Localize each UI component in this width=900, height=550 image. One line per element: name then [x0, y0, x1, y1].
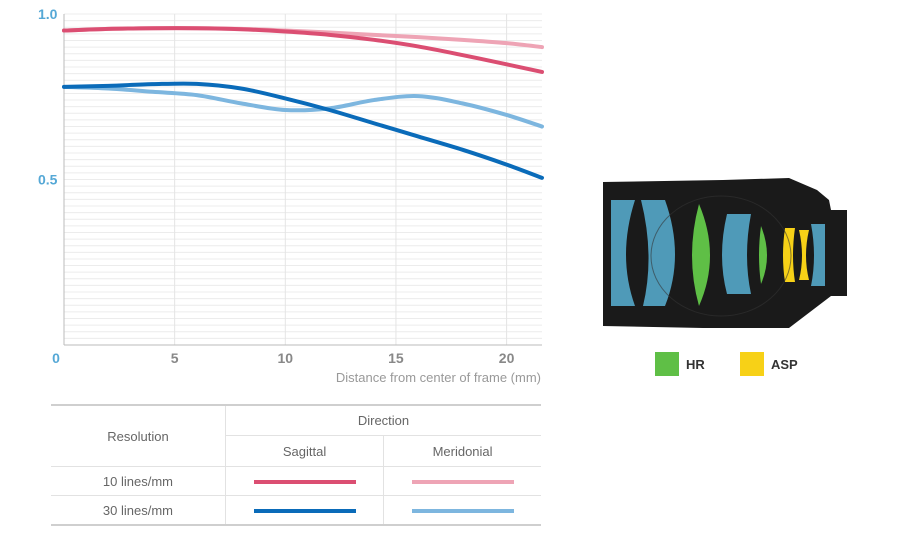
meridional-10-swatch — [411, 480, 514, 485]
hr-label: HR — [686, 357, 705, 372]
x-tick-label: 5 — [171, 350, 179, 366]
lens-element-1 — [611, 200, 635, 306]
lens-element-hr — [692, 204, 710, 306]
sagittal-30-swatch — [253, 509, 356, 514]
chart-axes — [63, 14, 542, 346]
chart-series — [62, 26, 544, 180]
legend-row-label: 30 lines/mm — [51, 495, 226, 525]
legend-row-10: 10 lines/mm — [51, 466, 541, 496]
asp-swatch — [740, 352, 764, 376]
legend-table: Resolution Direction Sagittal Meridonial… — [51, 404, 541, 526]
legend-row-30: 30 lines/mm — [51, 495, 541, 525]
x-tick-label: 10 — [278, 350, 294, 366]
lens-element-3 — [722, 214, 751, 294]
x-axis-label: Distance from center of frame (mm) — [336, 370, 541, 385]
mtf-chart: 0 5 10 15 20 0.5 1.0 Distance from center of f… — [38, 6, 544, 385]
y-tick-label: 1.0 — [38, 6, 58, 22]
chart-grid — [64, 13, 542, 345]
series-line-meridonial-30 — [62, 84, 544, 129]
lens-diagram-image — [603, 178, 847, 328]
x-tick-label: 20 — [499, 350, 515, 366]
meridional-30-swatch — [411, 509, 514, 514]
lens-element-2 — [641, 200, 675, 306]
series-line-sagittal-10 — [62, 26, 544, 74]
lens-element-4 — [759, 226, 767, 284]
hr-swatch — [655, 352, 679, 376]
sagittal-header: Sagittal — [225, 435, 385, 467]
lens-element-5 — [811, 224, 825, 286]
direction-header: Direction — [225, 405, 541, 436]
y-tick-label: 0.5 — [38, 172, 58, 188]
legend-row-label: 10 lines/mm — [51, 466, 226, 496]
lens-element-asp-2 — [799, 230, 809, 280]
sagittal-10-swatch — [253, 480, 356, 485]
chart-ticks: 0 5 10 15 20 0.5 1.0 — [38, 6, 515, 366]
resolution-header: Resolution — [51, 405, 226, 467]
lens-element-asp-1 — [783, 228, 795, 282]
series-line-sagittal-30 — [62, 81, 544, 180]
x-tick-label: 0 — [52, 350, 60, 366]
x-tick-label: 15 — [388, 350, 404, 366]
meridional-header: Meridonial — [432, 443, 493, 459]
asp-label: ASP — [771, 357, 798, 372]
